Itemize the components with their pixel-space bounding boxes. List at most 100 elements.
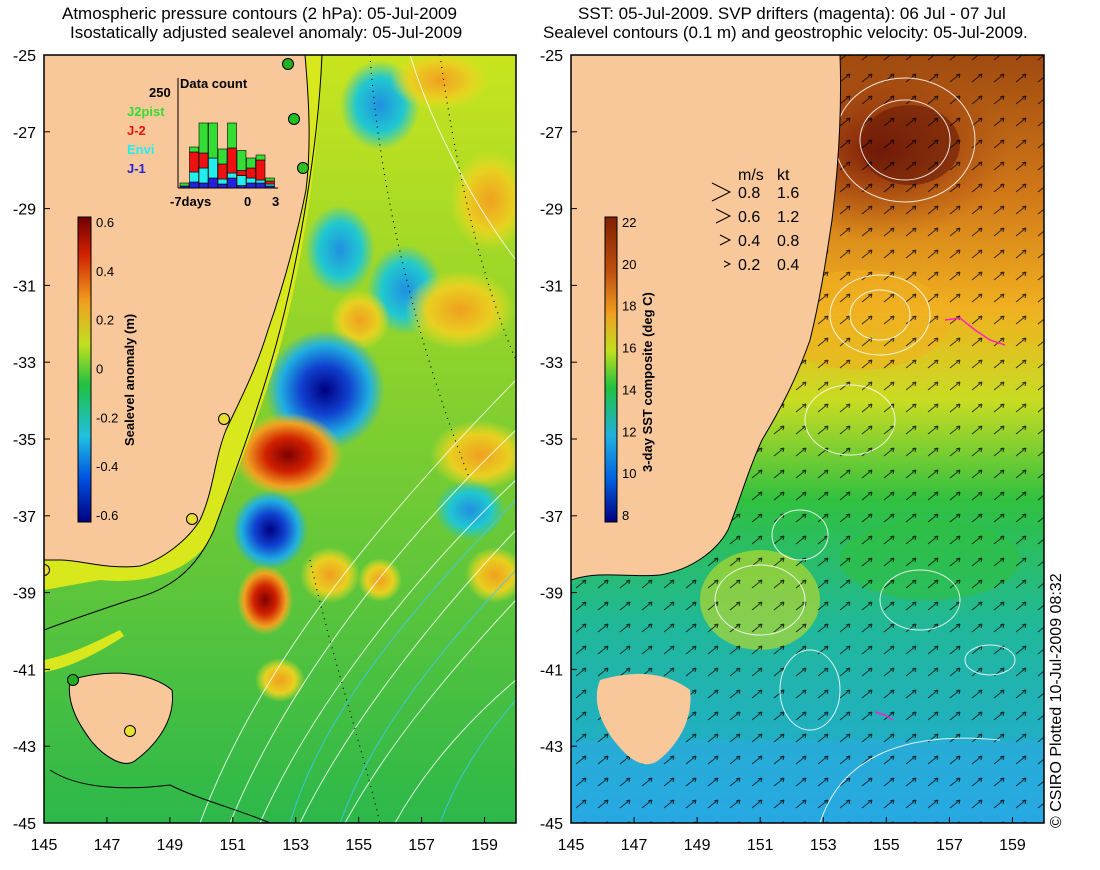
right-x-tick-label: 153: [810, 837, 837, 854]
left-x-tick-label: 147: [94, 837, 121, 854]
inset-bars: [179, 122, 275, 189]
left-colorbar-tick-label: 0.2: [96, 313, 114, 328]
left-y-tick-label: -45: [13, 816, 36, 833]
inset-bar-segment: [265, 183, 275, 187]
velocity-key: m/s kt 0.8 1.6 0.6 1.2 0.4 0.8 0.2 0.4: [711, 167, 799, 274]
inset-legend: J2pist J-2 Envi J-1: [127, 104, 165, 176]
left-colorbar-tick-label: -0.6: [96, 508, 118, 523]
velocity-arrow-icon: [723, 260, 732, 268]
inset-bar-segment: [208, 177, 218, 189]
inset-bar-segment: [198, 182, 209, 189]
right-colorbar-tick-label: 22: [622, 215, 636, 230]
inset-bar-segment: [265, 180, 275, 185]
inset-x-label-start: -7days: [170, 194, 211, 209]
inset-bar-segment: [246, 182, 256, 189]
inset-y-label: 250: [149, 85, 171, 100]
left-x-tick-label: 145: [31, 837, 58, 854]
velocity-key-ms: 0.8: [738, 185, 760, 202]
data-count-inset: Data count 250 J2pist J-2 Envi J-1 -7days 0…: [127, 76, 279, 209]
velocity-arrow-icon: [711, 182, 732, 202]
left-x-tick-label: 159: [471, 837, 498, 854]
velocity-key-ms: 0.4: [738, 233, 760, 250]
inset-bar-segment: [255, 182, 266, 189]
inset-bar-segment: [179, 182, 190, 187]
right-colorbar-tick-label: 18: [622, 299, 636, 314]
left-colorbar: [77, 216, 92, 523]
left-y-tick-label: -27: [13, 125, 36, 142]
inset-bar-segment: [255, 159, 266, 181]
inset-bar-segment: [189, 146, 199, 153]
left-x-tick-label: 151: [219, 837, 246, 854]
left-y-tick-label: -41: [13, 662, 36, 679]
right-x-tick-label: 159: [999, 837, 1026, 854]
left-x-tick-label: 153: [282, 837, 309, 854]
inset-bar-segment: [208, 157, 218, 179]
left-y-tick-label: -31: [13, 278, 36, 295]
velocity-key-kt: 0.4: [777, 257, 799, 274]
right-x-tick-label: 147: [621, 837, 648, 854]
inset-bar-segment: [246, 177, 256, 184]
left-y-tick-label: -35: [13, 432, 36, 449]
inset-legend-item: J2pist: [127, 104, 165, 119]
right-y-tick-label: -37: [540, 509, 563, 526]
left-title-line1: Atmospheric pressure contours (2 hPa): 0…: [62, 4, 457, 23]
velocity-key-ms: 0.6: [738, 209, 760, 226]
velocity-arrow-icon: [715, 208, 732, 224]
right-y-tick-label: -33: [540, 355, 563, 372]
inset-bar-segment: [198, 122, 209, 154]
right-x-tick-label: 157: [936, 837, 963, 854]
right-colorbar-tick-label: 16: [622, 341, 636, 356]
right-colorbar-tick-label: 12: [622, 424, 636, 439]
velocity-key-header-ms: m/s: [738, 167, 764, 184]
right-colorbar-tick-label: 14: [622, 382, 636, 397]
velocity-key-ms: 0.2: [738, 257, 760, 274]
right-title-line1: SST: 05-Jul-2009. SVP drifters (magenta)…: [578, 4, 1006, 23]
inset-bar-segment: [246, 157, 256, 169]
velocity-arrow-icon: [719, 234, 732, 246]
right-x-tick-label: 149: [684, 837, 711, 854]
right-y-axis: -25 -27 -29 -31 -33 -35 -37 -39 -41 -43 -45: [540, 48, 577, 833]
right-x-tick-label: 155: [873, 837, 900, 854]
right-y-tick-label: -45: [540, 816, 563, 833]
right-title-line2: Sealevel contours (0.1 m) and geostrophi…: [543, 23, 1028, 42]
inset-legend-item: J-2: [127, 123, 146, 138]
inset-legend-item: Envi: [127, 142, 154, 157]
inset-bar-segment: [236, 170, 247, 176]
left-x-tick-label: 149: [157, 837, 184, 854]
right-y-tick-label: -31: [540, 278, 563, 295]
right-y-tick-label: -43: [540, 739, 563, 756]
right-x-tick-label: 145: [558, 837, 585, 854]
right-x-axis: 145 147 149 151 153 155 157 159: [558, 817, 1026, 854]
left-x-axis: 145 147 149 151 153 155 157 159: [31, 817, 498, 854]
inset-bar-segment: [246, 167, 256, 179]
right-y-tick-label: -39: [540, 586, 563, 603]
inset-legend-item: J-1: [127, 161, 146, 176]
inset-bar-segment: [217, 163, 228, 180]
left-y-tick-label: -39: [13, 586, 36, 603]
left-colorbar-tick-label: -0.4: [96, 459, 118, 474]
inset-bar-segment: [208, 122, 218, 159]
velocity-key-kt: 1.6: [777, 185, 799, 202]
left-map: [44, 55, 516, 823]
left-colorbar-tick-label: 0.6: [96, 215, 114, 230]
inset-bar-segment: [227, 147, 237, 174]
inset-bar-segment: [217, 178, 228, 185]
inset-bar-segment: [255, 154, 266, 161]
inset-bar-segment: [189, 171, 199, 183]
inset-bar-segment: [236, 150, 247, 171]
velocity-key-kt: 0.8: [777, 233, 799, 250]
left-y-tick-label: -37: [13, 509, 36, 526]
credit-text: © CSIRO Plotted 10-Jul-2009 08:32: [1048, 573, 1065, 828]
left-colorbar-tick-label: 0: [96, 362, 103, 377]
right-colorbar-tick-label: 8: [622, 508, 629, 523]
right-colorbar-ticks: 22 20 18 16 14 12 10 8: [622, 215, 636, 523]
inset-bar-segment: [236, 175, 247, 186]
left-colorbar-tick-label: 0.4: [96, 264, 114, 279]
left-y-tick-label: -29: [13, 202, 36, 219]
inset-bar-segment: [189, 181, 199, 189]
left-y-tick-label: -25: [13, 48, 36, 65]
left-title-line2: Isostatically adjusted sealevel anomaly:…: [70, 23, 463, 42]
inset-bar-segment: [198, 167, 209, 184]
inset-bar-segment: [217, 183, 228, 189]
